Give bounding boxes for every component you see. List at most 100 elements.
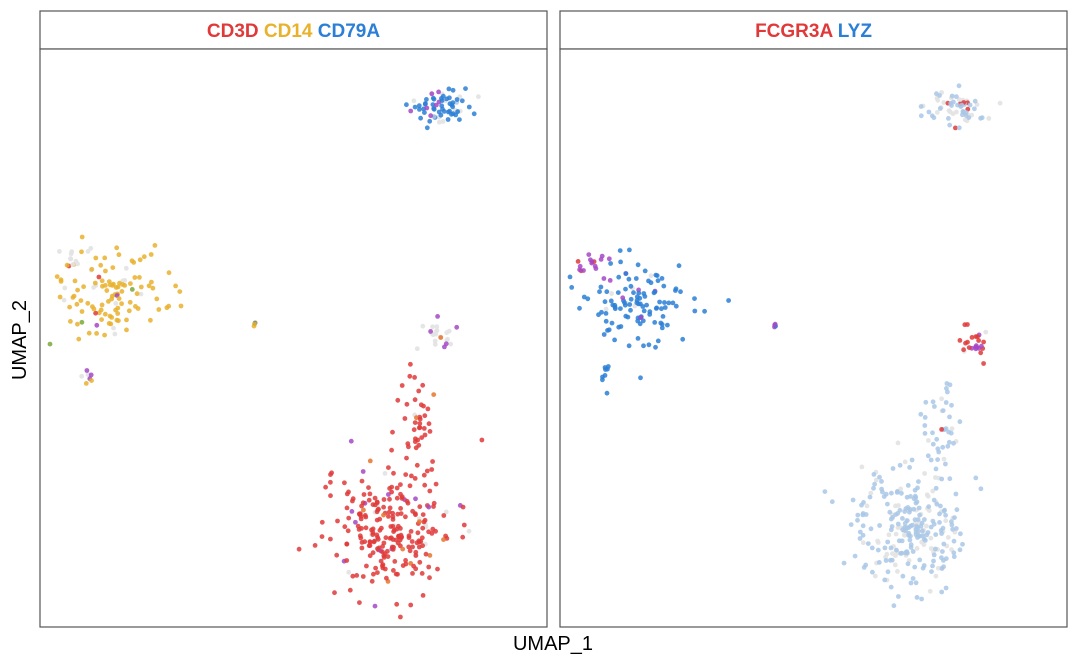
- cell-point: [116, 252, 122, 258]
- cell-point: [928, 457, 934, 463]
- cell-point: [666, 300, 672, 306]
- cell-point: [935, 446, 941, 452]
- cell-point: [606, 327, 612, 333]
- cell-point: [421, 403, 426, 409]
- cell-point: [917, 533, 922, 539]
- cell-point: [71, 293, 77, 299]
- cell-point: [362, 539, 368, 545]
- cell-point: [930, 430, 935, 436]
- cell-point: [70, 262, 76, 268]
- cell-point: [417, 519, 422, 524]
- cell-point: [895, 440, 901, 446]
- cell-point: [599, 309, 604, 315]
- cell-point: [436, 119, 442, 125]
- cell-point: [89, 266, 95, 272]
- cell-point: [404, 102, 409, 108]
- cell-point: [375, 536, 381, 542]
- cell-point: [904, 494, 910, 500]
- cell-point: [908, 533, 913, 539]
- cell-point: [141, 254, 147, 260]
- cell-point: [79, 234, 85, 240]
- cell-point: [865, 541, 871, 546]
- cell-point: [940, 549, 945, 554]
- cell-point: [939, 589, 945, 595]
- cell-point: [434, 324, 440, 330]
- cell-point: [73, 258, 79, 264]
- cell-point: [600, 377, 605, 383]
- cell-point: [933, 532, 939, 537]
- cell-point: [913, 500, 919, 506]
- cell-point: [380, 544, 385, 549]
- cell-point: [408, 361, 413, 367]
- cell-point: [986, 116, 992, 121]
- cell-point: [612, 306, 618, 312]
- cell-point: [422, 413, 428, 419]
- cell-point: [96, 274, 102, 280]
- cell-point: [435, 566, 440, 572]
- cell-point: [623, 286, 628, 292]
- cell-point: [981, 339, 986, 345]
- cell-point: [156, 307, 162, 312]
- cell-point: [393, 571, 399, 577]
- cell-point: [332, 590, 337, 596]
- cell-point: [412, 397, 418, 403]
- cell-point: [978, 486, 984, 492]
- cell-point: [347, 587, 353, 593]
- cell-point: [726, 298, 731, 303]
- cell-point: [420, 382, 426, 388]
- cell-point: [929, 569, 934, 574]
- cell-point: [349, 509, 355, 514]
- cell-point: [933, 485, 939, 491]
- cell-point: [638, 315, 644, 320]
- cell-point: [363, 514, 369, 520]
- cell-point: [366, 497, 372, 503]
- cell-point: [872, 481, 877, 487]
- cell-point: [930, 441, 936, 447]
- cell-point: [385, 554, 391, 559]
- cell-point: [380, 563, 385, 569]
- cell-point: [114, 245, 120, 251]
- cell-point: [604, 390, 610, 396]
- cell-point: [618, 324, 624, 329]
- cell-point: [391, 544, 396, 550]
- cell-point: [443, 509, 449, 515]
- cell-point: [354, 573, 360, 578]
- cell-point: [673, 288, 678, 293]
- cell-point: [882, 545, 888, 551]
- cell-point: [616, 274, 622, 280]
- cell-point: [905, 550, 910, 556]
- cell-point: [122, 283, 128, 288]
- cell-point: [947, 476, 953, 482]
- cell-point: [346, 569, 352, 575]
- cell-point: [399, 383, 405, 388]
- cell-point: [103, 268, 108, 274]
- cell-point: [412, 420, 418, 425]
- cell-point: [471, 111, 477, 117]
- cell-point: [603, 311, 609, 316]
- cell-point: [875, 538, 880, 544]
- cell-point: [857, 536, 863, 541]
- cell-point: [617, 248, 623, 254]
- cell-point: [328, 479, 333, 485]
- cell-point: [389, 447, 394, 453]
- cell-point: [822, 489, 828, 494]
- cell-point: [903, 506, 909, 511]
- cell-point: [928, 524, 934, 530]
- cell-point: [907, 537, 913, 543]
- cell-point: [852, 553, 858, 559]
- cell-point: [91, 306, 97, 312]
- cell-point: [924, 532, 930, 538]
- cell-point: [61, 297, 67, 303]
- cell-point: [406, 535, 412, 541]
- cell-point: [612, 337, 617, 343]
- cell-point: [428, 329, 433, 334]
- cell-point: [951, 550, 957, 556]
- cell-point: [922, 431, 928, 436]
- cell-point: [104, 288, 110, 293]
- cell-point: [404, 498, 410, 504]
- cell-point: [922, 423, 928, 428]
- cell-point: [378, 558, 384, 564]
- cell-point: [84, 368, 90, 373]
- cell-point: [92, 280, 98, 286]
- cell-point: [166, 303, 172, 309]
